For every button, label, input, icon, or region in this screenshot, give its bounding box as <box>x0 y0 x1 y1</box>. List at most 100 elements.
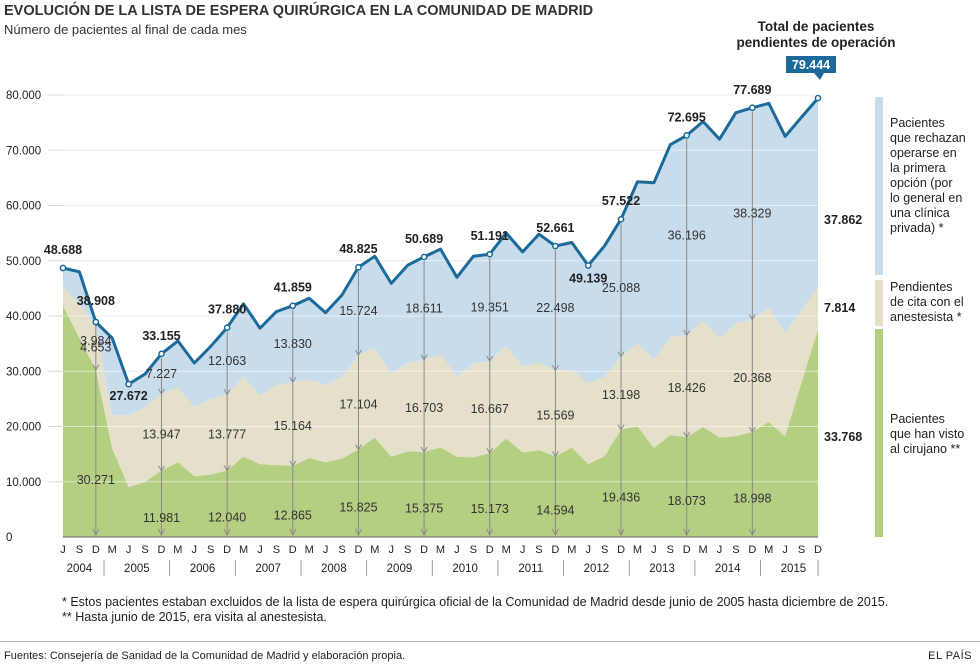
total-point <box>223 324 231 332</box>
measure-arrow <box>617 351 625 358</box>
total-point <box>59 264 67 272</box>
y-tick-label: 70.000 <box>6 145 41 157</box>
x-tick-label: D <box>814 544 822 556</box>
total-value-label: 49.139 <box>569 272 607 286</box>
blue-value-label: 36.196 <box>668 228 706 242</box>
total-badge <box>786 56 836 73</box>
beige-value-label: 16.703 <box>405 401 443 415</box>
footnote-2: ** Hasta junio de 2015, era visita al an… <box>62 610 327 624</box>
total-label-line-2: pendientes de operación <box>736 35 896 50</box>
blue-value-label: 7.227 <box>146 367 177 381</box>
x-tick-label: J <box>60 544 66 556</box>
year-label: 2014 <box>715 563 741 575</box>
legend-blue-line: que rechazan <box>890 131 966 145</box>
legend-blue-swatch <box>875 97 883 275</box>
x-tick-label: M <box>436 544 445 556</box>
blue-value-label: 22.498 <box>536 301 574 315</box>
green-value-label: 18.998 <box>733 492 771 506</box>
total-value-label: 57.522 <box>602 194 640 208</box>
measure-arrow <box>223 389 231 396</box>
x-tick-label: S <box>601 544 608 556</box>
measure-arrow <box>420 446 428 454</box>
year-label: 2006 <box>190 563 216 575</box>
x-tick-label: M <box>173 544 182 556</box>
blue-value-label: 3.984 <box>80 334 111 348</box>
legend-blue-line: privada) * <box>890 221 944 235</box>
x-tick-label: J <box>323 544 329 556</box>
year-label: 2008 <box>321 563 347 575</box>
total-point <box>683 132 691 139</box>
measure-arrow <box>486 447 494 455</box>
measure-arrow <box>420 354 428 361</box>
measure-arrow <box>486 528 494 537</box>
year-label: 2009 <box>387 563 413 575</box>
source-text: Fuentes: Consejería de Sanidad de la Com… <box>4 650 406 662</box>
x-tick-label: D <box>748 544 756 556</box>
total-point <box>486 250 494 258</box>
green-value-label: 15.173 <box>471 502 509 516</box>
x-tick-label: S <box>535 544 542 556</box>
total-value-label: 72.695 <box>668 110 706 124</box>
measure-arrow <box>223 528 231 537</box>
blue-value-label: 19.351 <box>471 301 509 315</box>
x-tick-label: M <box>239 544 248 556</box>
total-value-label: 52.661 <box>536 221 574 235</box>
x-tick-label: S <box>141 544 148 556</box>
x-tick-label: J <box>192 544 198 556</box>
legend-blue-line: opción (por <box>890 176 953 190</box>
green-value-label: 15.825 <box>339 500 377 514</box>
measure-arrow <box>92 364 100 371</box>
measure-arrow <box>617 528 625 537</box>
right-green-value: 33.768 <box>824 430 862 444</box>
x-tick-label: D <box>420 544 428 556</box>
measure-arrow <box>551 365 559 372</box>
green-value-label: 12.865 <box>274 508 312 522</box>
legend-green-line: que han visto <box>890 427 965 441</box>
x-tick-label: M <box>108 544 117 556</box>
total-value-label: 38.908 <box>77 294 115 308</box>
beige-value-label: 16.667 <box>471 402 509 416</box>
legend-beige-swatch <box>875 280 883 326</box>
total-line-series <box>62 97 820 386</box>
legend-green-line: al cirujano ** <box>890 442 961 456</box>
total-value-label: 48.688 <box>44 243 82 257</box>
total-point <box>617 215 625 223</box>
x-tick-label: J <box>126 544 132 556</box>
right-blue-value: 37.862 <box>824 213 862 227</box>
y-tick-label: 60.000 <box>6 201 41 213</box>
total-value-label: 37.880 <box>208 303 246 317</box>
green-value-label: 11.981 <box>143 511 180 525</box>
x-tick-label: S <box>338 544 345 556</box>
beige-value-label: 20.368 <box>733 371 771 385</box>
green-value-label: 30.271 <box>77 473 115 487</box>
chart-subtitle: Número de pacientes al final de cada mes <box>4 22 247 37</box>
measure-arrow <box>748 314 756 321</box>
blue-value-label: 12.063 <box>208 354 246 368</box>
measure-arrow <box>355 444 362 451</box>
blue-value-label: 18.611 <box>405 301 442 315</box>
x-tick-label: S <box>667 544 674 556</box>
y-tick-label: 40.000 <box>6 311 41 323</box>
area-rechazan-series <box>63 98 818 416</box>
total-point <box>125 380 133 388</box>
x-tick-label: D <box>92 544 100 556</box>
x-tick-label: S <box>207 544 214 556</box>
year-label: 2013 <box>649 563 675 575</box>
blue-value-label: 15.724 <box>339 304 377 318</box>
total-value-label: 50.689 <box>405 232 443 246</box>
beige-value-label: 17.104 <box>339 397 377 411</box>
x-tick-label: D <box>551 544 559 556</box>
total-point <box>814 94 822 102</box>
total-point <box>92 318 100 326</box>
beige-value-label: 15.164 <box>274 419 312 433</box>
x-tick-label: D <box>486 544 494 556</box>
right-beige-value: 7.814 <box>824 301 855 315</box>
total-value-label: 41.859 <box>274 281 312 295</box>
measure-arrow <box>683 330 691 337</box>
total-badge-value: 79.444 <box>792 58 830 72</box>
x-tick-label: D <box>223 544 231 556</box>
beige-value-label: 13.198 <box>602 388 640 402</box>
x-tick-label: D <box>617 544 625 556</box>
measure-arrow <box>551 451 559 458</box>
